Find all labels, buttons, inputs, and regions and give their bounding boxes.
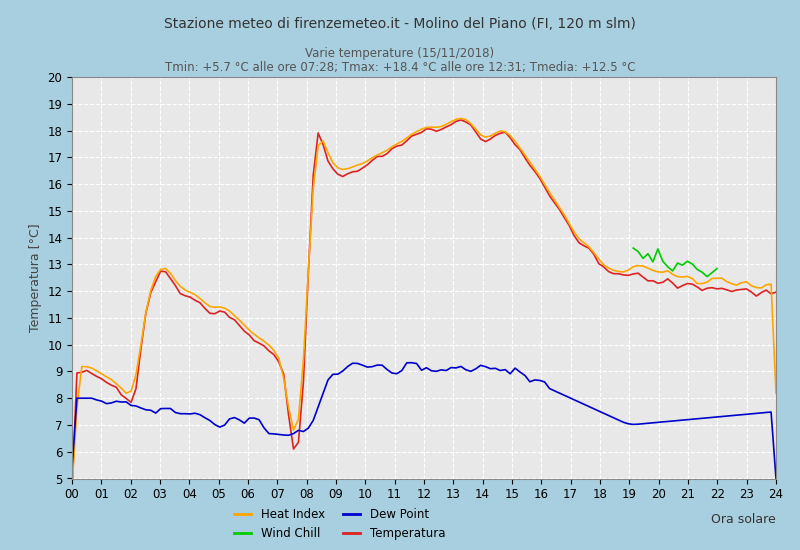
- Wind Chill: [634, 248, 643, 255]
- Line: Heat Index: Heat Index: [72, 118, 776, 489]
- Text: Tmin: +5.7 °C alle ore 07:28; Tmax: +18.4 °C alle ore 12:31; Tmedia: +12.5 °C: Tmin: +5.7 °C alle ore 07:28; Tmax: +18.…: [165, 60, 635, 74]
- Dew Point: [117, 399, 126, 405]
- Line: Temperatura: Temperatura: [72, 120, 776, 492]
- Wind Chill: [693, 266, 702, 273]
- Line: Wind Chill: Wind Chill: [634, 248, 717, 277]
- Wind Chill: [707, 270, 717, 276]
- Wind Chill: [673, 260, 682, 266]
- Temperatura: [771, 289, 781, 295]
- Wind Chill: [668, 268, 678, 274]
- Heat Index: [170, 277, 180, 284]
- Dew Point: [638, 420, 648, 427]
- Wind Chill: [653, 246, 662, 252]
- Wind Chill: [678, 262, 687, 268]
- Wind Chill: [712, 265, 722, 272]
- Temperatura: [574, 240, 584, 246]
- Temperatura: [648, 277, 658, 284]
- Text: Stazione meteo di firenzemeteo.it - Molino del Piano (FI, 120 m slm): Stazione meteo di firenzemeteo.it - Moli…: [164, 16, 636, 30]
- Dew Point: [771, 475, 781, 482]
- Temperatura: [638, 274, 648, 280]
- Dew Point: [170, 409, 180, 416]
- Text: Ora solare: Ora solare: [711, 513, 776, 526]
- Temperatura: [117, 392, 126, 398]
- Heat Index: [284, 404, 294, 411]
- Heat Index: [648, 267, 658, 274]
- Heat Index: [67, 486, 77, 492]
- Wind Chill: [658, 258, 667, 265]
- Wind Chill: [687, 261, 697, 267]
- Dew Point: [648, 420, 658, 426]
- Dew Point: [407, 359, 417, 366]
- Wind Chill: [663, 263, 673, 270]
- Temperatura: [170, 282, 180, 289]
- Temperatura: [284, 412, 294, 419]
- Line: Dew Point: Dew Point: [72, 362, 776, 478]
- Dew Point: [574, 399, 584, 405]
- Dew Point: [67, 466, 77, 473]
- Dew Point: [284, 432, 294, 438]
- Heat Index: [771, 390, 781, 397]
- Wind Chill: [638, 255, 648, 262]
- Heat Index: [638, 263, 648, 270]
- Heat Index: [574, 235, 584, 242]
- Wind Chill: [702, 273, 712, 280]
- Temperatura: [456, 117, 466, 123]
- Heat Index: [456, 115, 466, 122]
- Wind Chill: [682, 258, 692, 265]
- Text: Varie temperature (15/11/2018): Varie temperature (15/11/2018): [306, 47, 494, 60]
- Wind Chill: [648, 258, 658, 265]
- Legend: Heat Index, Wind Chill, Dew Point, Temperatura: Heat Index, Wind Chill, Dew Point, Tempe…: [229, 503, 450, 545]
- Heat Index: [117, 385, 126, 392]
- Wind Chill: [643, 250, 653, 257]
- Temperatura: [67, 488, 77, 495]
- Wind Chill: [698, 269, 707, 276]
- Wind Chill: [629, 245, 638, 251]
- Y-axis label: Temperatura [°C]: Temperatura [°C]: [29, 223, 42, 332]
